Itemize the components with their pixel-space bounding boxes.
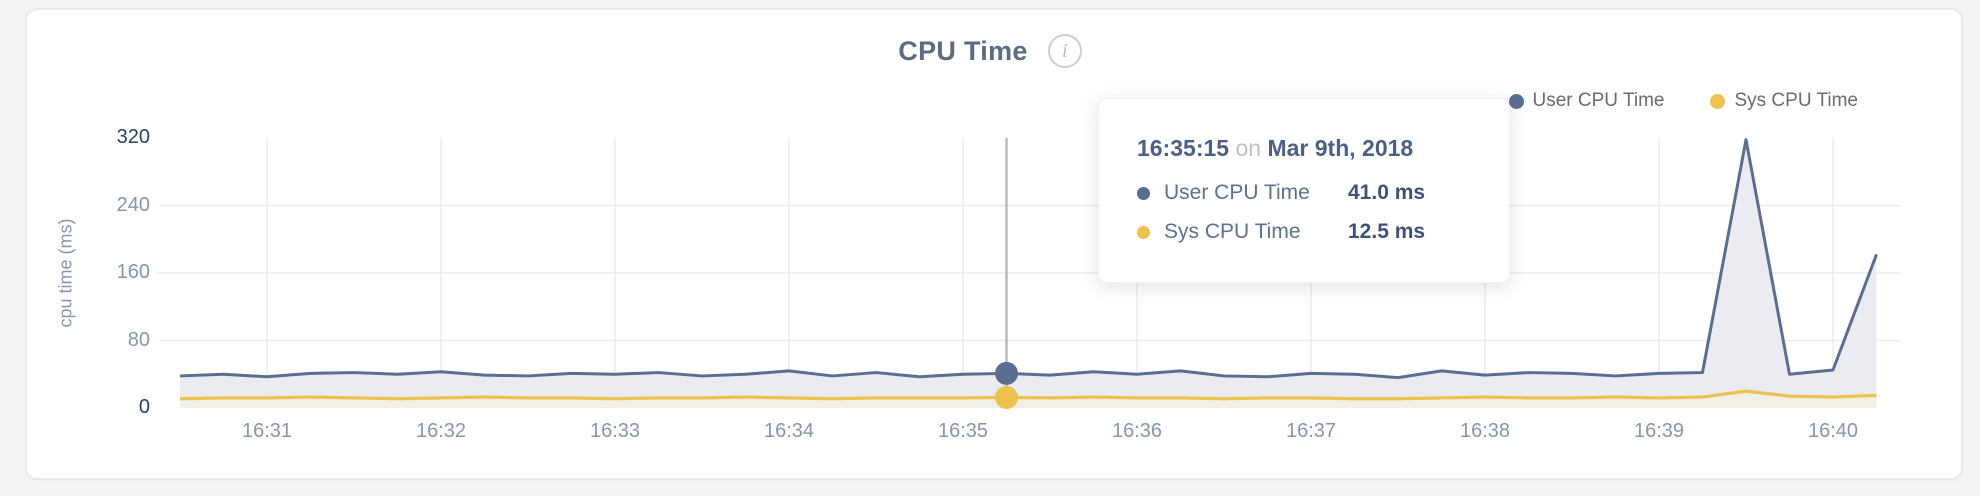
hover-tooltip: 16:35:15 on Mar 9th, 2018 User CPU Time … — [1098, 98, 1510, 283]
sys-series-line — [179, 389, 1877, 401]
info-icon[interactable]: i — [1047, 34, 1082, 68]
user-series-line — [179, 138, 1878, 380]
tooltip-series-value: 41.0 ms — [1348, 181, 1426, 204]
legend-label: Sys CPU Time — [1734, 90, 1858, 111]
tooltip-row-sys: Sys CPU Time 12.5 ms — [1137, 220, 1509, 244]
sys-series-area — [180, 391, 1877, 408]
chart-title: CPU Time — [898, 35, 1028, 66]
x-tick-label: 16:35 — [937, 420, 989, 442]
tooltip-time: 16:35:15 — [1137, 135, 1230, 161]
x-tick-label: 16:39 — [1633, 420, 1685, 442]
y-tick-label: 320 — [116, 126, 150, 148]
hover-marker-user — [995, 361, 1018, 385]
sys-series-dot-icon — [1710, 93, 1726, 109]
x-tick-label: 16:38 — [1459, 420, 1511, 442]
tooltip-series-value: 12.5 ms — [1348, 220, 1426, 243]
chart-header: CPU Time i — [0, 34, 1980, 68]
sys-series-dot-icon — [1137, 225, 1150, 239]
user-series-dot-icon — [1508, 93, 1524, 109]
x-tick-label: 16:31 — [241, 420, 293, 442]
y-tick-label: 80 — [127, 328, 150, 351]
legend-item-sys-cpu-time[interactable]: Sys CPU Time — [1710, 90, 1858, 112]
chart-legend: User CPU Time Sys CPU Time — [1508, 90, 1858, 112]
user-series-dot-icon — [1137, 186, 1150, 200]
x-tick-label: 16:37 — [1285, 420, 1337, 442]
legend-item-user-cpu-time[interactable]: User CPU Time — [1508, 90, 1665, 112]
y-tick-label: 240 — [116, 193, 150, 216]
tooltip-row-user: User CPU Time 41.0 ms — [1137, 181, 1509, 205]
y-tick-label: 0 — [138, 396, 150, 418]
user-series-area — [180, 139, 1877, 408]
tooltip-series-label: Sys CPU Time — [1164, 220, 1301, 243]
legend-label: User CPU Time — [1532, 90, 1665, 111]
y-tick-label: 160 — [116, 261, 150, 283]
x-tick-label: 16:34 — [763, 420, 815, 442]
x-tick-label: 16:33 — [589, 420, 641, 442]
tooltip-heading: 16:35:15 on Mar 9th, 2018 — [1137, 135, 1509, 162]
tooltip-on-word: on — [1235, 135, 1262, 161]
x-tick-label: 16:32 — [415, 420, 467, 442]
hover-marker-sys — [995, 385, 1018, 409]
tooltip-series-label: User CPU Time — [1164, 181, 1310, 204]
x-tick-label: 16:36 — [1111, 420, 1163, 442]
tooltip-date: Mar 9th, 2018 — [1267, 135, 1414, 161]
x-tick-label: 16:40 — [1807, 420, 1859, 442]
